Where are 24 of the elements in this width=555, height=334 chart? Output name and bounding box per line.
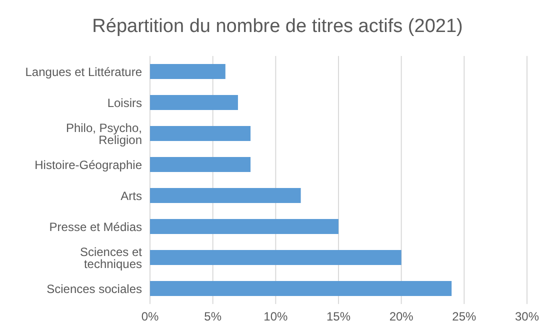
bar — [150, 219, 338, 234]
y-tick-label: Histoire-Géographie — [34, 158, 142, 172]
x-tick-label: 15% — [326, 310, 351, 324]
x-tick-label: 20% — [389, 310, 414, 324]
y-tick-label: Philo, Psycho, Religion — [66, 120, 142, 147]
y-tick-label: Langues et Littérature — [25, 64, 142, 79]
bar — [150, 64, 226, 79]
y-tick-label: Sciences sociales — [46, 282, 142, 296]
bar — [150, 188, 301, 203]
bar — [150, 157, 251, 172]
x-tick-label: 25% — [452, 310, 476, 324]
y-tick-label: Arts — [120, 188, 142, 203]
x-tick-label: 10% — [264, 310, 288, 324]
bar — [150, 126, 251, 141]
bar — [150, 95, 238, 110]
x-tick-label: 5% — [204, 310, 222, 324]
x-tick-label: 30% — [514, 310, 540, 324]
chart-title: Répartition du nombre de titres actifs (2021) — [91, 15, 464, 39]
bar — [150, 250, 402, 265]
y-tick-label: Sciences et techniques — [80, 244, 143, 271]
y-tick-label: Loisirs — [107, 96, 142, 110]
y-tick-label: Presse et Médias — [49, 220, 142, 234]
x-tick-label: 0% — [141, 310, 159, 324]
bar — [150, 281, 452, 296]
